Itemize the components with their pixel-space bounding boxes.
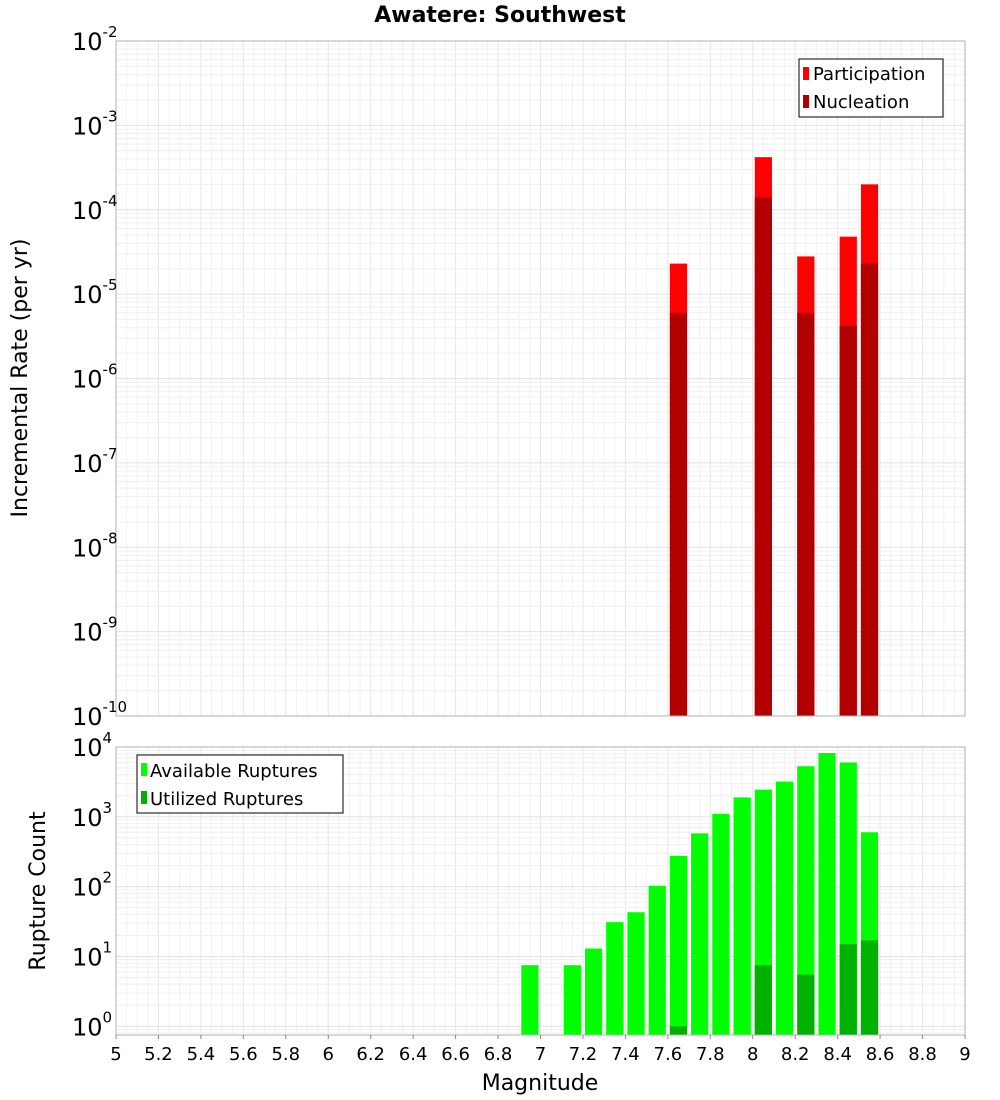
count-bar-a [648, 885, 666, 1035]
rate-bar-b [797, 312, 815, 716]
count-x-tick-label: 7.4 [611, 1044, 640, 1065]
rate-bar-b [754, 197, 772, 717]
rate-y-tick-label: 10-5 [72, 276, 118, 309]
count-bar-a [733, 797, 751, 1035]
rate-grid [115, 40, 966, 717]
count-x-ticks: 5 5.2 5.4 5.6 5.8 6 6.2 6.4 6.6 6.8 7 7.2 7.4 7.6 7.8 8… [110, 1035, 971, 1065]
count-x-tick-label: 8.6 [866, 1044, 895, 1065]
count-bar-b [860, 940, 879, 1035]
count-bar-a [627, 912, 645, 1035]
count-x-tick-label: 8.2 [781, 1044, 810, 1065]
legend-label-nucleation: Nucleation [813, 92, 909, 113]
count-x-tick-label: 5.6 [229, 1044, 258, 1065]
count-x-tick-label: 7.2 [569, 1044, 598, 1065]
count-y-ticks: 104 103 102 101 100 [72, 729, 112, 1041]
count-x-tick-label: 8.4 [823, 1044, 852, 1065]
count-bar-a [712, 813, 730, 1035]
rate-y-tick-label: 10-9 [72, 614, 118, 647]
count-bar-b [839, 944, 857, 1035]
count-legend: Available Ruptures Utilized Ruptures [136, 754, 344, 814]
count-bar-a [521, 965, 539, 1035]
count-bar-a [775, 781, 794, 1035]
legend-swatch-nucleation [803, 95, 809, 108]
count-x-tick-label: 6.8 [484, 1044, 513, 1065]
count-bar-a [669, 855, 688, 1035]
count-y-tick-label: 103 [72, 799, 112, 832]
count-y-tick-label: 104 [72, 729, 112, 762]
rate-legend: Participation Nucleation [798, 58, 944, 118]
rate-bar-b [669, 312, 688, 716]
rate-y-tick-label: 10-3 [72, 107, 118, 140]
rate-chart: 10-2 10-3 10-4 10-5 10-6 10-7 10-8 10-9 10-10 In… [8, 23, 966, 731]
rate-y-tick-label: 10-10 [72, 698, 127, 731]
count-x-tick-label: 5.2 [144, 1044, 173, 1065]
count-x-axis-label: Magnitude [482, 1071, 599, 1096]
count-bar-a [691, 833, 709, 1035]
count-chart: 104 103 102 101 100 5 5.2 5.4 5.6 5.8 6 6.2 6.4 6.6 6… [26, 729, 971, 1096]
legend-label-available: Available Ruptures [150, 761, 318, 782]
legend-swatch-participation [803, 67, 809, 80]
count-x-tick-label: 9 [959, 1044, 970, 1065]
count-x-tick-label: 7 [535, 1044, 546, 1065]
chart-title: Awatere: Southwest [374, 3, 626, 28]
count-bar-a [563, 965, 581, 1035]
count-x-tick-label: 5.8 [271, 1044, 300, 1065]
rate-y-tick-label: 10-8 [72, 529, 118, 562]
count-y-axis-label: Rupture Count [26, 811, 51, 971]
rate-y-tick-label: 10-2 [72, 23, 118, 56]
legend-swatch-utilized [141, 791, 147, 804]
count-bar-b [669, 1026, 688, 1035]
count-y-tick-label: 100 [72, 1008, 112, 1041]
count-y-tick-label: 101 [72, 938, 112, 971]
count-x-tick-label: 5.4 [187, 1044, 216, 1065]
count-bars [521, 753, 879, 1035]
count-x-tick-label: 7.6 [654, 1044, 683, 1065]
count-y-tick-label: 102 [72, 869, 112, 902]
rate-bar-b [860, 263, 879, 716]
count-x-tick-label: 6 [323, 1044, 334, 1065]
count-bar-b [754, 965, 772, 1035]
count-x-tick-label: 6.6 [441, 1044, 470, 1065]
legend-swatch-available [141, 763, 147, 776]
legend-label-utilized: Utilized Ruptures [150, 789, 303, 810]
rate-plot-border [115, 40, 966, 717]
count-x-tick-label: 6.4 [399, 1044, 428, 1065]
count-bar-a [606, 922, 624, 1035]
rate-bars [669, 157, 879, 717]
rate-y-axis-label: Incremental Rate (per yr) [8, 239, 33, 518]
count-x-tick-label: 5 [110, 1044, 121, 1065]
count-bar-a [818, 753, 836, 1035]
rate-y-tick-label: 10-4 [72, 192, 118, 225]
rate-y-ticks: 10-2 10-3 10-4 10-5 10-6 10-7 10-8 10-9 10-10 [72, 23, 127, 731]
legend-label-participation: Participation [813, 64, 925, 85]
rate-bar-b [839, 325, 857, 716]
count-x-tick-label: 8 [747, 1044, 758, 1065]
count-bar-b [797, 974, 815, 1035]
rate-y-tick-label: 10-6 [72, 361, 118, 394]
count-bar-a [797, 766, 815, 1035]
count-x-tick-label: 7.8 [696, 1044, 725, 1065]
rate-y-tick-label: 10-7 [72, 445, 118, 478]
count-bar-a [584, 948, 603, 1035]
count-x-tick-label: 8.8 [908, 1044, 937, 1065]
count-x-tick-label: 6.2 [356, 1044, 385, 1065]
